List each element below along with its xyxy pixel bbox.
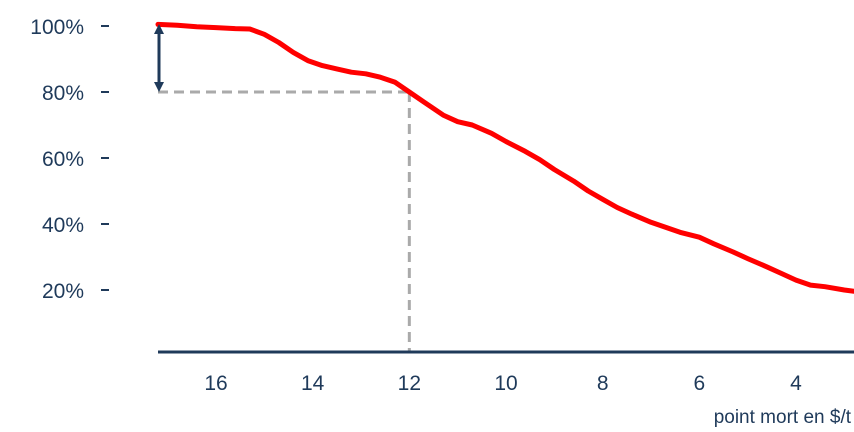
x-tick-label: 4 <box>790 372 802 395</box>
x-tick-label: 12 <box>398 372 421 395</box>
y-tick-label: 20% <box>42 280 84 303</box>
series-layer <box>155 21 854 294</box>
y-tick-label: 100% <box>30 16 84 39</box>
y-tick-label: 80% <box>42 82 84 105</box>
y-tick-label: 40% <box>42 214 84 237</box>
x-tick-label: 8 <box>597 372 609 395</box>
x-axis-title: point mort en $/t <box>714 407 852 428</box>
y-axis-ticks: 20% 40% 60% 80% 100% <box>30 16 109 303</box>
y-tick-label: 60% <box>42 148 84 171</box>
reference-lines <box>158 90 411 352</box>
x-axis-ticks: 16 14 12 10 8 6 4 <box>204 372 802 395</box>
series-line <box>155 21 854 294</box>
x-tick-label: 14 <box>301 372 325 395</box>
x-tick-label: 16 <box>204 372 227 395</box>
x-tick-label: 6 <box>693 372 705 395</box>
x-tick-label: 10 <box>494 372 517 395</box>
